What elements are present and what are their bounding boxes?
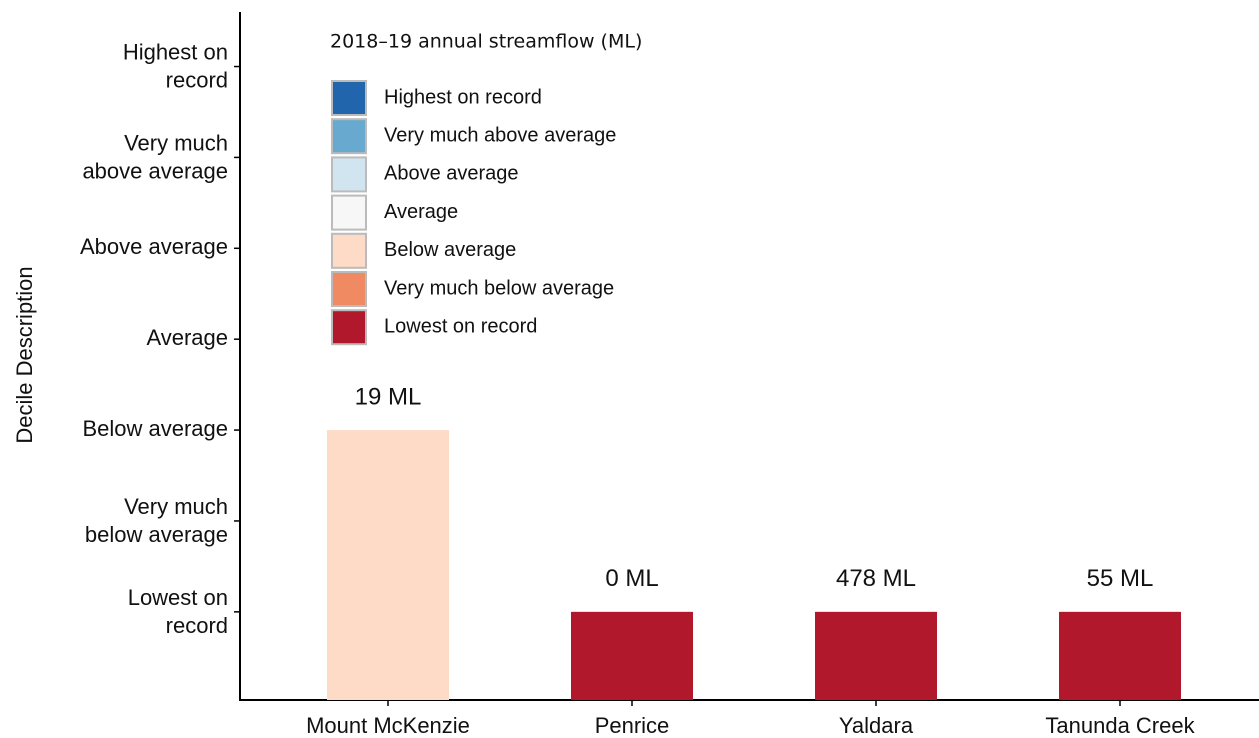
legend-label: Below average — [384, 239, 516, 261]
legend-label: Above average — [384, 163, 519, 185]
value-label: 19 ML — [355, 383, 422, 410]
y-tick-label: Highest on record — [123, 39, 228, 92]
legend-label: Average — [384, 201, 458, 223]
bar — [571, 611, 693, 700]
x-tick-label: Mount McKenzie — [306, 713, 470, 738]
legend-title: 2018–19 annual streamflow (ML) — [330, 31, 642, 53]
value-label: 478 ML — [836, 565, 916, 592]
legend-key — [331, 232, 367, 269]
legend-key — [331, 271, 367, 307]
value-label: 55 ML — [1087, 565, 1154, 592]
legend-key — [331, 80, 367, 116]
legend-label: Highest on record — [384, 86, 542, 108]
y-axis-title: Decile Description — [12, 266, 37, 443]
value-label: 0 ML — [605, 565, 658, 592]
legend-label: Very much above average — [384, 124, 616, 146]
legend-key — [331, 194, 367, 231]
legend-key — [331, 309, 367, 346]
y-tick-label: Below average — [82, 416, 228, 441]
legend-label: Very much below average — [384, 277, 614, 299]
y-tick-label: Above average — [80, 234, 228, 259]
x-tick-label: Yaldara — [839, 713, 914, 738]
x-tick-label: Penrice — [595, 713, 670, 738]
legend-key — [331, 156, 367, 193]
bar — [327, 430, 449, 700]
y-tick-label: Very much above average — [82, 130, 228, 183]
y-tick-label: Lowest on record — [128, 585, 228, 638]
y-tick-label: Very much below average — [85, 494, 228, 547]
bar — [1059, 611, 1181, 700]
x-tick-label: Tanunda Creek — [1045, 713, 1195, 738]
legend-label: Lowest on record — [384, 315, 537, 337]
y-tick-label: Average — [146, 325, 228, 350]
bar — [815, 611, 937, 700]
legend-key — [331, 118, 367, 155]
